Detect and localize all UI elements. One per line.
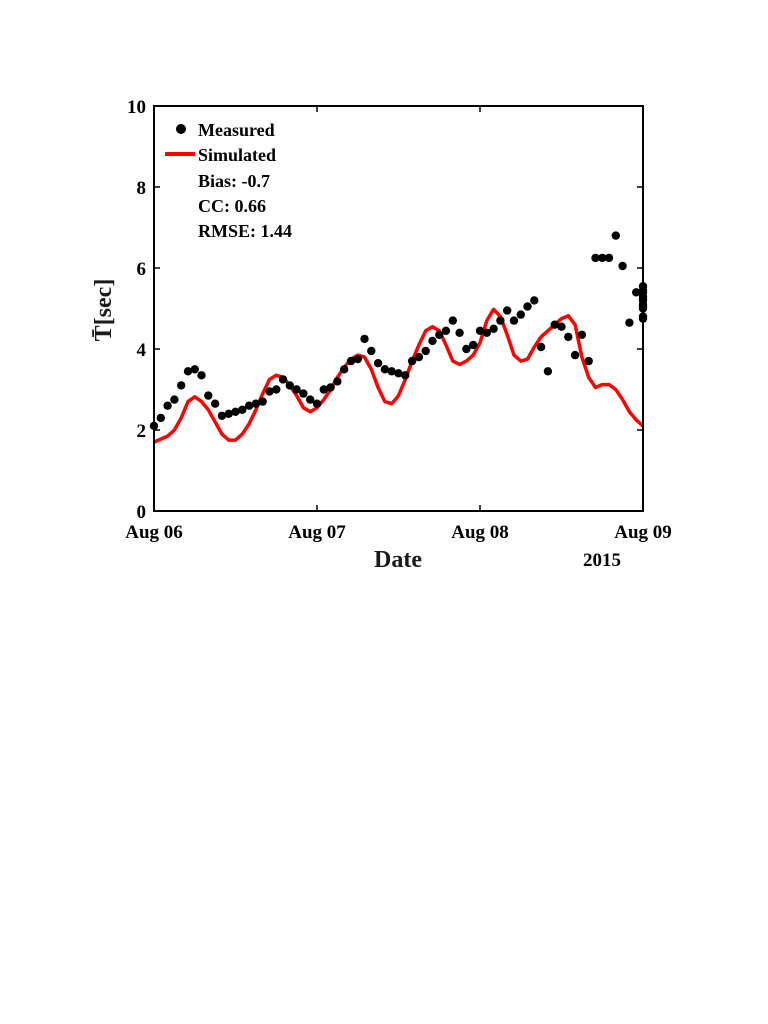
measured-point <box>272 385 281 394</box>
x-tick-label: Aug 06 <box>125 522 183 543</box>
y-axis-label: T̄[sec] <box>91 279 117 342</box>
measured-point <box>414 352 424 362</box>
measured-point <box>435 330 444 339</box>
measured-point <box>306 395 315 404</box>
measured-point <box>469 340 478 350</box>
measured-point <box>204 391 213 400</box>
x-axis-year-label: 2015 <box>583 550 621 571</box>
measured-point <box>564 332 573 342</box>
y-tick-label: 4 <box>137 340 147 361</box>
measured-point <box>319 385 328 394</box>
measured-point <box>177 381 186 390</box>
measured-point <box>360 334 369 344</box>
measured-point <box>217 411 227 420</box>
x-tick-label: Aug 08 <box>451 522 509 543</box>
measured-point <box>333 377 342 386</box>
measured-point <box>543 367 553 376</box>
measured-point <box>353 354 362 364</box>
measured-point <box>346 356 356 366</box>
measured-point <box>598 253 607 263</box>
measured-point <box>428 336 437 346</box>
measured-point <box>489 324 498 333</box>
measured-point <box>394 369 403 378</box>
measured-point <box>197 371 206 380</box>
plot-frame <box>153 105 644 512</box>
measured-point <box>265 387 274 396</box>
measured-point <box>591 253 600 263</box>
measured-point <box>584 356 593 366</box>
measured-point <box>231 407 240 416</box>
legend-measured-marker <box>176 124 186 134</box>
measured-point <box>509 316 519 325</box>
plot-marks <box>149 231 648 444</box>
measured-point <box>611 231 620 240</box>
measured-point <box>407 356 417 366</box>
measured-point <box>550 320 559 329</box>
y-tick-label: 0 <box>137 502 147 523</box>
measured-point <box>530 296 539 305</box>
measured-point <box>210 399 220 408</box>
measured-point <box>292 385 301 394</box>
measured-point <box>285 381 294 390</box>
x-axis-ticks: Aug 06 Aug 07 Aug 08 Aug 09 <box>125 106 672 543</box>
measured-point <box>156 413 165 423</box>
measured-point <box>380 365 390 374</box>
measured-point <box>183 367 193 376</box>
legend-simulated-label: Simulated <box>198 145 276 165</box>
x-tick-label: Aug 09 <box>614 522 672 543</box>
annotation-bias: Bias: -0.7 <box>198 171 270 191</box>
measured-point <box>224 409 233 418</box>
measured-point <box>632 288 641 297</box>
measured-point <box>570 350 580 360</box>
x-tick-label: Aug 07 <box>288 522 346 543</box>
measured-point <box>577 330 587 339</box>
y-tick-label: 2 <box>137 421 147 442</box>
measured-point <box>441 326 451 335</box>
measured-point <box>516 310 525 319</box>
measured-point <box>496 316 505 325</box>
y-tick-label: 8 <box>137 178 147 199</box>
measured-point <box>421 346 430 356</box>
measured-point <box>238 405 247 414</box>
measured-point <box>475 326 485 335</box>
measured-point <box>367 346 376 356</box>
measured-point <box>448 316 457 325</box>
measured-point <box>326 383 335 392</box>
legend: Measured Simulated Bias: -0.7 CC: 0.66 R… <box>165 120 292 241</box>
measured-point <box>251 399 261 408</box>
measured-point <box>455 328 464 337</box>
measured-point <box>536 342 546 352</box>
measured-point <box>163 401 172 410</box>
x-axis-label: Date <box>374 547 422 573</box>
annotation-rmse: RMSE: 1.44 <box>198 221 292 241</box>
y-tick-label: 6 <box>137 259 147 280</box>
measured-point <box>170 395 179 404</box>
y-tick-label: 10 <box>127 97 146 118</box>
measured-point <box>503 306 512 315</box>
measured-point <box>604 253 614 263</box>
measured-point <box>299 389 308 398</box>
measured-point <box>244 401 254 410</box>
measured-point <box>523 302 532 311</box>
annotation-cc: CC: 0.66 <box>198 196 266 216</box>
measured-point <box>625 318 634 327</box>
measured-point <box>557 322 566 331</box>
legend-measured-label: Measured <box>198 120 275 140</box>
measured-point <box>462 344 471 354</box>
measured-point <box>482 328 491 337</box>
measured-point <box>618 261 627 271</box>
measured-point <box>373 359 383 368</box>
measured-point <box>387 367 396 376</box>
measured-point <box>401 371 410 380</box>
measured-point <box>278 375 288 384</box>
measured-point <box>258 397 267 406</box>
measured-point <box>340 365 349 374</box>
simulated-series-line <box>153 307 645 444</box>
measured-point <box>312 399 322 408</box>
measured-point <box>190 365 199 374</box>
